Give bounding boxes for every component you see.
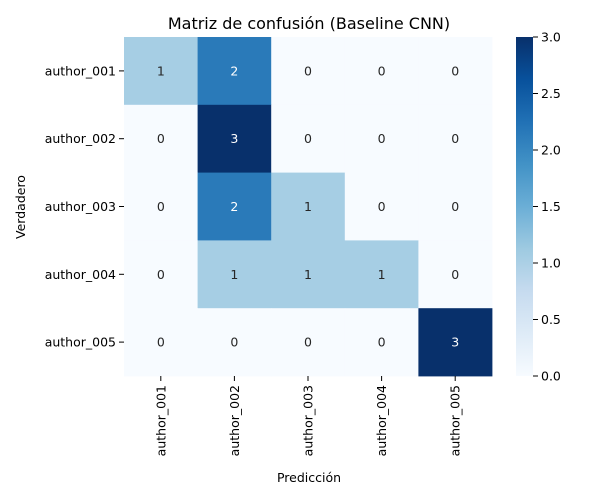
x-axis-ticks: author_001 author_002 author_003 author_004… [153, 376, 463, 456]
cell-value-label: 0 [451, 267, 459, 282]
cell-value-label: 1 [157, 63, 165, 78]
heatmap-cell [344, 240, 419, 309]
cell-value-label: 0 [451, 199, 459, 214]
chart-title: Matriz de confusión (Baseline CNN) [168, 14, 450, 33]
cell-value-label: 0 [378, 131, 386, 146]
cell-value-label: 0 [304, 63, 312, 78]
cell-value-label: 0 [451, 63, 459, 78]
heatmap-cell [124, 240, 198, 309]
x-tick-label: author_004 [374, 385, 389, 456]
cell-value-label: 3 [230, 131, 238, 146]
heatmap-cell [197, 104, 272, 173]
colorbar-ticks: 0.0 0.5 1.0 1.5 2.0 2.5 3.0 [533, 30, 561, 384]
cell-value-label: 0 [230, 335, 238, 350]
heatmap-cell [344, 37, 419, 106]
y-tick-label: author_004 [45, 267, 116, 282]
cell-value-label: 0 [157, 131, 165, 146]
heatmap-cell [197, 240, 272, 309]
y-axis-label: Verdadero [13, 175, 28, 239]
cell-value-label: 0 [304, 131, 312, 146]
x-tick-label: author_005 [448, 385, 463, 456]
y-tick-label: author_001 [45, 63, 116, 78]
cell-value-label: 2 [230, 63, 238, 78]
heatmap-cell [418, 104, 493, 173]
cell-value-label: 0 [451, 131, 459, 146]
heatmap-cell [124, 37, 198, 106]
cell-value-label: 0 [378, 63, 386, 78]
y-tick-label: author_002 [45, 131, 116, 146]
colorbar [516, 37, 533, 376]
cell-value-label: 1 [230, 267, 238, 282]
cell-value-label: 0 [157, 199, 165, 214]
heatmap-cells [124, 37, 493, 377]
cell-value-label: 0 [304, 335, 312, 350]
colorbar-tick-label: 1.0 [541, 256, 561, 271]
heatmap-cell [124, 172, 198, 241]
heatmap-cell [271, 172, 346, 241]
y-tick-label: author_005 [45, 335, 116, 350]
x-tick-label: author_002 [227, 385, 242, 456]
cell-value-label: 1 [304, 267, 312, 282]
colorbar-tick-label: 2.5 [541, 86, 561, 101]
cell-value-label: 1 [304, 199, 312, 214]
heatmap-cell [197, 37, 272, 106]
heatmap-cell [271, 104, 346, 173]
y-tick-label: author_003 [45, 199, 116, 214]
heatmap-cell [344, 172, 419, 241]
colorbar-tick-label: 1.5 [541, 199, 561, 214]
heatmap-cell [418, 308, 493, 377]
cell-value-label: 2 [230, 199, 238, 214]
heatmap-cell [124, 104, 198, 173]
heatmap-cell [418, 240, 493, 309]
colorbar-tick-label: 2.0 [541, 143, 561, 158]
cell-value-label: 3 [451, 335, 459, 350]
cell-value-label: 0 [157, 335, 165, 350]
heatmap-cell [197, 308, 272, 377]
colorbar-tick-label: 0.5 [541, 312, 561, 327]
x-tick-label: author_003 [301, 385, 316, 456]
heatmap-cell [124, 308, 198, 377]
heatmap-cell [344, 308, 419, 377]
heatmap-cell-labels: 1 2 0 0 0 0 3 0 0 0 0 2 1 0 0 0 1 1 1 0 0 0 0 0 3 [157, 63, 459, 349]
heatmap-cell [197, 172, 272, 241]
colorbar-tick-label: 3.0 [541, 30, 561, 45]
y-axis-ticks: author_001 author_002 author_003 author_004… [45, 63, 124, 350]
x-axis-label: Predicción [277, 470, 341, 485]
heatmap-cell [271, 240, 346, 309]
x-tick-label: author_001 [153, 385, 168, 456]
cell-value-label: 0 [378, 199, 386, 214]
heatmap-cell [418, 172, 493, 241]
cell-value-label: 0 [157, 267, 165, 282]
heatmap-cell [344, 104, 419, 173]
heatmap-cell [271, 308, 346, 377]
cell-value-label: 0 [378, 335, 386, 350]
colorbar-tick-label: 0.0 [541, 369, 561, 384]
heatmap-cell [271, 37, 346, 106]
heatmap-cell [418, 37, 493, 106]
cell-value-label: 1 [378, 267, 386, 282]
